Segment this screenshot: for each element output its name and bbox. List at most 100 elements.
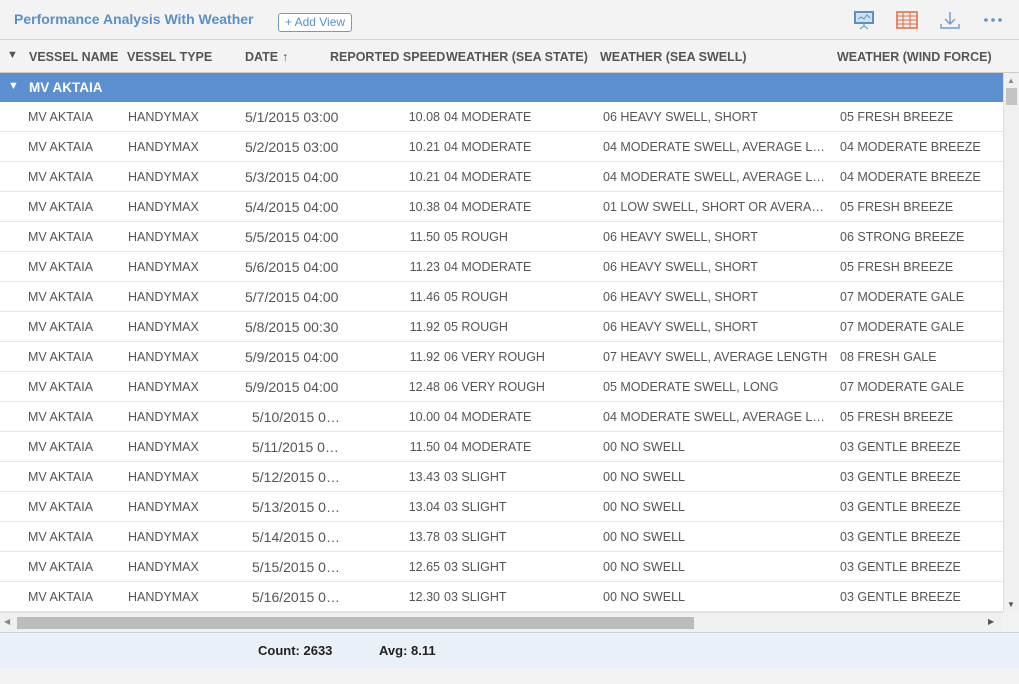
column-vessel-type[interactable]: VESSEL TYPE <box>127 50 213 64</box>
cell-vessel-type: HANDYMAX <box>128 230 199 244</box>
column-sea-swell[interactable]: WEATHER (SEA SWELL) <box>600 50 747 64</box>
vertical-scrollbar[interactable]: ▲ ▼ <box>1003 73 1019 612</box>
cell-vessel-type: HANDYMAX <box>128 560 199 574</box>
cell-sea-swell: 06 HEAVY SWELL, SHORT <box>603 290 758 304</box>
more-icon[interactable] <box>982 10 1004 30</box>
table-row[interactable]: MV AKTAIA HANDYMAX 5/14/2015 04:00 13.78 03 … <box>0 522 1003 552</box>
cell-date: 5/2/2015 03:00 <box>245 139 339 155</box>
cell-sea-swell: 00 NO SWELL <box>603 440 685 454</box>
collapse-all-icon[interactable]: ▼ <box>7 49 18 61</box>
table-row[interactable]: MV AKTAIA HANDYMAX 5/16/2015 04:00 12.30 03 … <box>0 582 1003 612</box>
expand-group-icon[interactable]: ▼ <box>8 80 19 92</box>
table-row[interactable]: MV AKTAIA HANDYMAX 5/11/2015 04:00 11.50 04 … <box>0 432 1003 462</box>
cell-wind-force: 04 MODERATE BREEZE <box>840 140 981 154</box>
scroll-down-icon[interactable]: ▼ <box>1007 600 1015 609</box>
cell-wind-force: 05 FRESH BREEZE <box>840 410 954 424</box>
cell-sea-state: 04 MODERATE <box>444 410 532 424</box>
add-view-button[interactable]: + Add View <box>278 13 352 32</box>
table-row[interactable]: MV AKTAIA HANDYMAX 5/2/2015 03:00 10.21 04 M… <box>0 132 1003 162</box>
cell-vessel-name: MV AKTAIA <box>28 290 94 304</box>
table-row[interactable]: MV AKTAIA HANDYMAX 5/6/2015 04:00 11.23 04 M… <box>0 252 1003 282</box>
column-date[interactable]: DATE <box>245 50 279 64</box>
column-reported-speed[interactable]: REPORTED SPEED <box>330 50 446 64</box>
count-summary: Count: 2633 <box>258 643 333 658</box>
cell-sea-state: 05 ROUGH <box>444 230 508 244</box>
cell-date: 5/16/2015 04:00 <box>252 589 344 605</box>
cell-vessel-name: MV AKTAIA <box>28 200 94 214</box>
table-row[interactable]: MV AKTAIA HANDYMAX 5/4/2015 04:00 10.38 04 M… <box>0 192 1003 222</box>
horizontal-scroll-thumb[interactable] <box>17 617 694 629</box>
cell-date: 5/4/2015 04:00 <box>245 199 339 215</box>
table-row[interactable]: MV AKTAIA HANDYMAX 5/10/2015 04:00 10.00 04 … <box>0 402 1003 432</box>
table-row[interactable]: MV AKTAIA HANDYMAX 5/13/2015 04:00 13.04 03 … <box>0 492 1003 522</box>
cell-date: 5/7/2015 04:00 <box>245 289 339 305</box>
cell-sea-swell: 00 NO SWELL <box>603 590 685 604</box>
vertical-scroll-thumb[interactable] <box>1006 88 1017 105</box>
cell-vessel-type: HANDYMAX <box>128 590 199 604</box>
cell-sea-state: 06 VERY ROUGH <box>444 380 545 394</box>
cell-vessel-type: HANDYMAX <box>128 530 199 544</box>
cell-sea-state: 05 ROUGH <box>444 290 508 304</box>
cell-sea-swell: 01 LOW SWELL, SHORT OR AVERAGE LENGTH <box>603 200 828 214</box>
page-title: Performance Analysis With Weather <box>14 11 254 27</box>
cell-sea-swell: 00 NO SWELL <box>603 500 685 514</box>
scroll-up-icon[interactable]: ▲ <box>1007 76 1015 85</box>
scroll-right-icon[interactable]: ▶ <box>988 617 995 626</box>
column-sea-state[interactable]: WEATHER (SEA STATE) <box>446 50 588 64</box>
cell-sea-swell: 05 MODERATE SWELL, LONG <box>603 380 779 394</box>
cell-sea-state: 04 MODERATE <box>444 200 532 214</box>
cell-vessel-name: MV AKTAIA <box>28 320 94 334</box>
cell-sea-state: 04 MODERATE <box>444 170 532 184</box>
cell-vessel-name: MV AKTAIA <box>28 140 94 154</box>
cell-vessel-type: HANDYMAX <box>128 170 199 184</box>
cell-sea-state: 03 SLIGHT <box>444 500 507 514</box>
horizontal-scrollbar[interactable]: ◀ ▶ <box>0 612 1003 632</box>
table-row[interactable]: MV AKTAIA HANDYMAX 5/12/2015 04:00 13.43 03 … <box>0 462 1003 492</box>
group-label: MV AKTAIA <box>29 80 103 95</box>
column-wind-force[interactable]: WEATHER (WIND FORCE) <box>837 50 992 64</box>
cell-vessel-name: MV AKTAIA <box>28 110 94 124</box>
cell-date: 5/10/2015 04:00 <box>252 409 344 425</box>
cell-wind-force: 07 MODERATE GALE <box>840 320 965 334</box>
table-grid-icon[interactable] <box>896 10 918 30</box>
cell-date: 5/15/2015 04:00 <box>252 559 344 575</box>
cell-date: 5/6/2015 04:00 <box>245 259 339 275</box>
cell-vessel-type: HANDYMAX <box>128 290 199 304</box>
cell-sea-swell: 04 MODERATE SWELL, AVERAGE LENGTH <box>603 140 828 154</box>
cell-sea-swell: 04 MODERATE SWELL, AVERAGE LENGTH <box>603 170 828 184</box>
cell-reported-speed: 13.78 <box>408 530 440 544</box>
table-row[interactable]: MV AKTAIA HANDYMAX 5/8/2015 00:30 11.92 05 R… <box>0 312 1003 342</box>
cell-wind-force: 03 GENTLE BREEZE <box>840 500 961 514</box>
table-row[interactable]: MV AKTAIA HANDYMAX 5/9/2015 04:00 11.92 06 V… <box>0 342 1003 372</box>
chart-presentation-icon[interactable] <box>853 10 875 30</box>
cell-vessel-type: HANDYMAX <box>128 350 199 364</box>
group-row[interactable]: ▼ MV AKTAIA <box>0 73 1003 102</box>
toolbar: Performance Analysis With Weather + Add … <box>0 0 1019 40</box>
cell-vessel-name: MV AKTAIA <box>28 590 94 604</box>
cell-vessel-name: MV AKTAIA <box>28 530 94 544</box>
scroll-left-icon[interactable]: ◀ <box>4 617 11 626</box>
cell-date: 5/11/2015 04:00 <box>252 439 344 455</box>
table-row[interactable]: MV AKTAIA HANDYMAX 5/7/2015 04:00 11.46 05 R… <box>0 282 1003 312</box>
table-row[interactable]: MV AKTAIA HANDYMAX 5/15/2015 04:00 12.65 03 … <box>0 552 1003 582</box>
data-grid: MV AKTAIA HANDYMAX 5/1/2015 03:00 10.08 04 M… <box>0 102 1003 612</box>
cell-vessel-type: HANDYMAX <box>128 380 199 394</box>
cell-date: 5/5/2015 04:00 <box>245 229 339 245</box>
cell-reported-speed: 10.38 <box>408 200 440 214</box>
cell-vessel-name: MV AKTAIA <box>28 380 94 394</box>
cell-vessel-type: HANDYMAX <box>128 500 199 514</box>
download-icon[interactable] <box>939 10 961 30</box>
cell-vessel-name: MV AKTAIA <box>28 350 94 364</box>
cell-date: 5/14/2015 04:00 <box>252 529 344 545</box>
column-vessel-name[interactable]: VESSEL NAME <box>29 50 119 64</box>
cell-wind-force: 05 FRESH BREEZE <box>840 260 954 274</box>
cell-vessel-name: MV AKTAIA <box>28 170 94 184</box>
table-row[interactable]: MV AKTAIA HANDYMAX 5/3/2015 04:00 10.21 04 M… <box>0 162 1003 192</box>
cell-vessel-name: MV AKTAIA <box>28 260 94 274</box>
cell-reported-speed: 11.23 <box>409 260 440 274</box>
table-row[interactable]: MV AKTAIA HANDYMAX 5/9/2015 04:00 12.48 06 V… <box>0 372 1003 402</box>
table-row[interactable]: MV AKTAIA HANDYMAX 5/5/2015 04:00 11.50 05 R… <box>0 222 1003 252</box>
cell-sea-swell: 06 HEAVY SWELL, SHORT <box>603 320 758 334</box>
cell-sea-swell: 06 HEAVY SWELL, SHORT <box>603 110 758 124</box>
table-row[interactable]: MV AKTAIA HANDYMAX 5/1/2015 03:00 10.08 04 M… <box>0 102 1003 132</box>
